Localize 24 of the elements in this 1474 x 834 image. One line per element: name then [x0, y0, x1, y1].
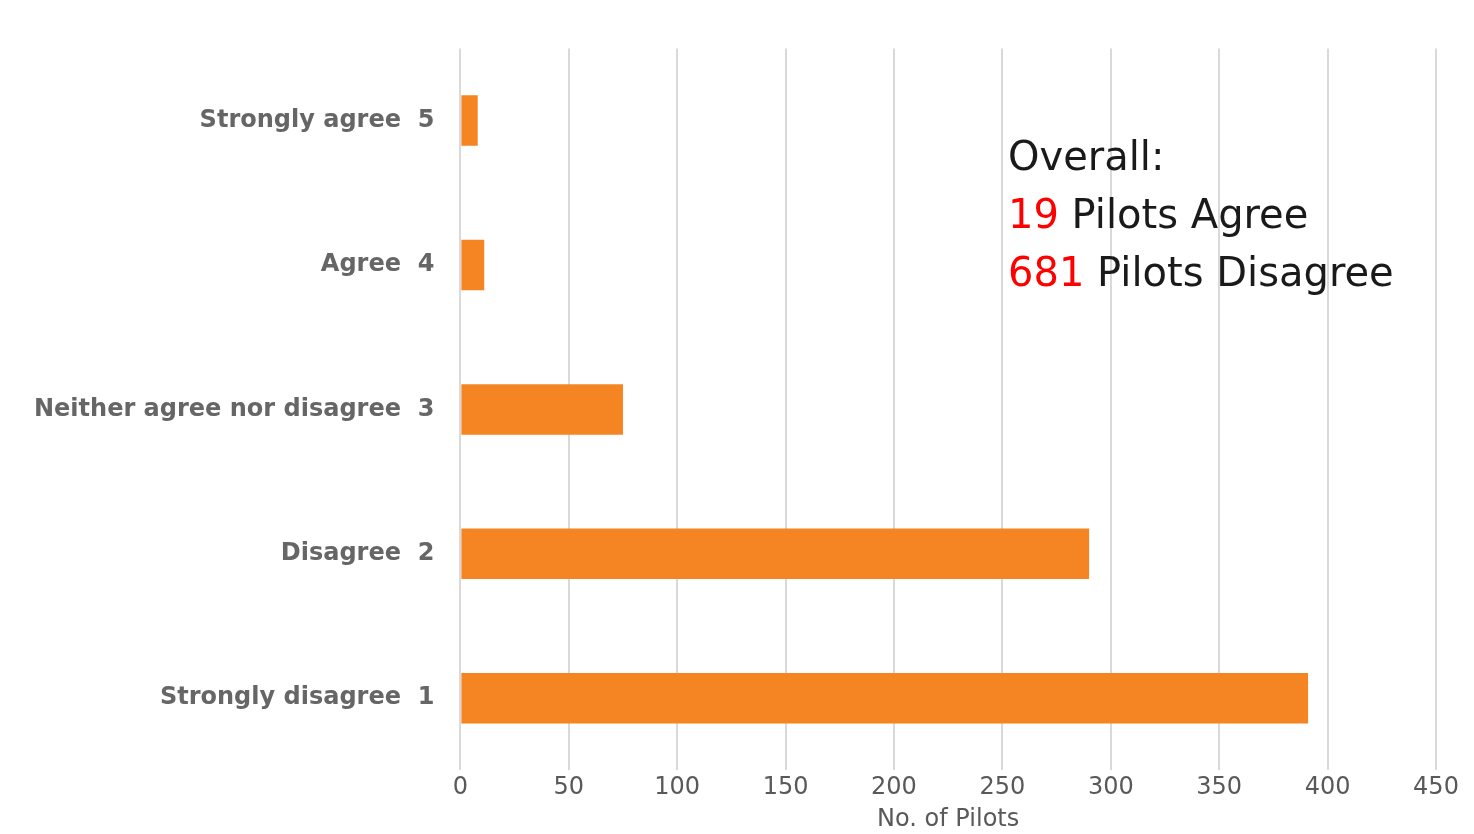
x-tick-label: 400	[1304, 772, 1351, 801]
x-tick-label: 300	[1087, 772, 1134, 801]
annotation: Overall:	[1008, 133, 1165, 179]
x-tick-label: 250	[979, 772, 1026, 801]
x-tick-label: 350	[1196, 772, 1243, 801]
y-tick-label: Disagree 2	[280, 538, 435, 567]
y-tick-label: Strongly agree 5	[199, 104, 435, 133]
bar	[461, 384, 623, 435]
bar	[461, 528, 1090, 580]
y-tick-label: Agree 4	[320, 249, 435, 278]
bar	[461, 95, 478, 146]
bar	[461, 672, 1309, 724]
x-tick-label: 200	[871, 772, 917, 801]
y-tick-label: Strongly disagree 1	[159, 682, 435, 711]
annotation: 681 Pilots Disagree	[1008, 249, 1394, 295]
x-tick-label: 100	[654, 772, 701, 801]
x-tick-label: 150	[762, 772, 809, 801]
x-axis-title: No. of Pilots	[877, 803, 1020, 832]
x-tick-label: 0	[452, 772, 469, 801]
x-tick-label: 50	[553, 772, 585, 801]
bar	[461, 239, 485, 291]
annotation: 19 Pilots Agree	[1008, 191, 1309, 237]
y-tick-label: Neither agree nor disagree 3	[34, 393, 435, 422]
x-tick-label: 450	[1413, 772, 1459, 801]
